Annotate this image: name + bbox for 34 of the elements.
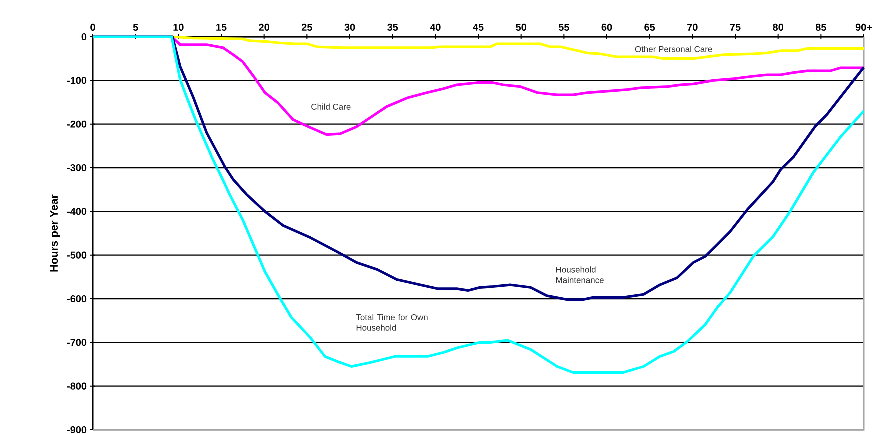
x-tick-label: 40 (430, 24, 441, 31)
y-tick-label: -500 (67, 252, 87, 259)
x-tick-label: 70 (688, 24, 698, 31)
x-tick-label: 0 (90, 24, 96, 31)
y-tick-label: -800 (67, 382, 87, 390)
x-tick-label: 60 (602, 24, 612, 31)
x-tick-label: 25 (302, 24, 312, 31)
x-tick-label: 50 (516, 24, 526, 31)
x-tick-label: 55 (558, 24, 570, 31)
y-tick-label: -200 (67, 120, 87, 128)
series-label: Other Personal Care (635, 46, 712, 52)
series-label: Household Maintenance (556, 266, 604, 284)
y-tick-label: -900 (67, 426, 87, 434)
y-tick-label: 0 (82, 33, 87, 41)
series-label: Child Care (312, 104, 351, 110)
x-tick-label: 5 (133, 24, 138, 31)
x-tick-label: 90+ (856, 24, 872, 31)
x-tick-label: 45 (473, 24, 484, 31)
x-tick-label: 85 (816, 24, 826, 31)
x-tick-label: 80 (773, 24, 784, 31)
text: Total Time for Own Household (356, 314, 428, 331)
x-tick-label: 30 (344, 24, 356, 31)
x-tick-label: 10 (174, 24, 184, 31)
y-tick-label: -700 (67, 339, 87, 346)
x-tick-label: 65 (644, 24, 656, 31)
y-axis-title: Hours per Year (50, 194, 60, 272)
y-tick-label: -400 (67, 208, 87, 216)
y-tick-label: -300 (67, 164, 87, 172)
x-tick-label: 75 (730, 24, 741, 31)
y-tick-label: -100 (67, 77, 87, 84)
x-tick-label: 15 (216, 24, 227, 31)
x-tick-label: 20 (259, 24, 270, 31)
x-tick-label: 35 (388, 24, 398, 31)
y-tick-label: -600 (67, 295, 87, 303)
